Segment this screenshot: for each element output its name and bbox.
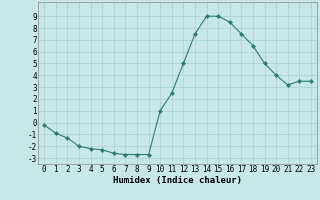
X-axis label: Humidex (Indice chaleur): Humidex (Indice chaleur) — [113, 176, 242, 185]
